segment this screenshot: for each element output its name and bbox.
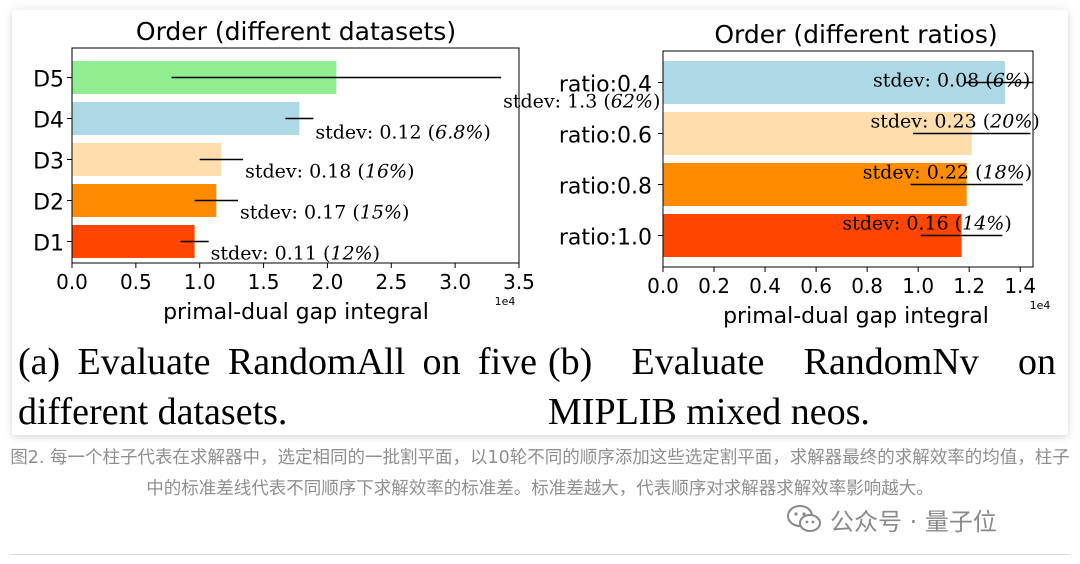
category-label: ratio:0.8 [559, 175, 652, 200]
stdev-annotation: stdev: 0.18 (16%) [245, 161, 414, 183]
x-offset-label: 1e4 [495, 295, 516, 308]
bar-ratio-1-0 [663, 214, 962, 257]
stdev-annotation: stdev: 1.3 (62%) [503, 91, 660, 113]
plot-frame [71, 47, 520, 264]
x-tick-label: 0.5 [120, 270, 152, 294]
x-tick-label: 0.0 [56, 270, 88, 294]
x-tick-label: 2.0 [312, 270, 344, 294]
subcaption-a: (a) Evaluate RandomAll on five different… [18, 341, 537, 433]
stdev-annotation: stdev: 0.17 (15%) [240, 202, 409, 224]
plot-frame [662, 50, 1034, 268]
subcaption-b: (b) Evaluate RandomNv on MIPLIB mixed ne… [548, 341, 1056, 433]
category-label: ratio:0.4 [559, 73, 652, 98]
x-tick-label: 1.5 [248, 270, 280, 294]
x-tick-label: 1.0 [184, 270, 216, 294]
category-label: D5 [33, 68, 64, 93]
x-offset-label: 1e4 [1030, 299, 1051, 312]
x-tick-label: 1.2 [953, 274, 985, 298]
x-tick-label: 0.8 [851, 274, 883, 298]
category-label: ratio:0.6 [559, 124, 652, 149]
x-tick-label: 0.4 [749, 274, 781, 298]
category-label: D3 [33, 150, 64, 175]
category-label: D4 [33, 109, 64, 134]
category-label: D2 [33, 191, 64, 216]
category-label: D1 [33, 232, 64, 257]
stdev-annotation: stdev: 0.08 (6%) [873, 70, 1030, 92]
x-tick-label: 3.5 [503, 270, 535, 294]
x-tick-label: 0.0 [647, 274, 679, 298]
stdev-annotation: stdev: 0.12 (6.8%) [315, 122, 490, 144]
x-tick-label: 1.0 [902, 274, 934, 298]
watermark: 公众号 · 量子位 [780, 502, 1003, 536]
wechat-icon [787, 505, 821, 532]
bar-d2 [72, 184, 217, 217]
x-axis-label: primal-dual gap integral [163, 300, 429, 325]
watermark-text: 公众号 · 量子位 [830, 507, 997, 536]
bar-d1 [72, 225, 195, 258]
bar-d4 [72, 102, 300, 135]
category-label: ratio:1.0 [559, 226, 652, 251]
bar-d3 [72, 143, 222, 176]
bottom-divider [10, 554, 1070, 555]
chart-title: Order (different ratios) [714, 20, 997, 49]
stdev-annotation: stdev: 0.11 (12%) [211, 243, 380, 265]
x-tick-label: 3.0 [439, 270, 471, 294]
x-tick-label: 0.2 [698, 274, 730, 298]
chart-a: Order (different datasets) D5 stdev: 1.3 (… [33, 17, 660, 325]
x-tick-label: 2.5 [375, 270, 407, 294]
x-tick-label: 0.6 [800, 274, 832, 298]
chart-figure: Order (different datasets) D5 stdev: 1.3 (… [33, 17, 1051, 329]
stdev-annotation: stdev: 0.23 (20%) [870, 111, 1039, 133]
chart-title: Order (different datasets) [136, 17, 456, 46]
bar-ratio-0-4 [663, 61, 1005, 104]
x-tick-label: 1.4 [1004, 274, 1036, 298]
article-caption: 图2. 每一个柱子代表在求解器中，选定相同的一批割平面，以10轮不同的顺序添加这… [10, 448, 1070, 499]
chart-b: Order (different ratios) ratio:0.4 stdev: … [559, 20, 1051, 329]
stdev-annotation: stdev: 0.22 (18%) [863, 162, 1032, 184]
x-axis-label: primal-dual gap integral [723, 304, 989, 329]
stdev-annotation: stdev: 0.16 (14%) [842, 213, 1011, 235]
